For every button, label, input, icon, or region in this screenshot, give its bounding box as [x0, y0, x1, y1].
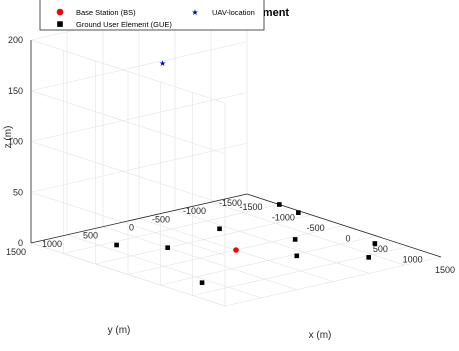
- y-tick-label: 1000: [42, 239, 62, 249]
- data-marks: ★: [114, 59, 378, 285]
- gue-marker: [366, 255, 371, 260]
- z-tick-label: 100: [8, 137, 23, 147]
- legend-label-gue: Ground User Element (GUE): [76, 20, 172, 29]
- x-tick-label: 1500: [435, 265, 455, 275]
- gue-marker: [165, 245, 170, 250]
- floor-grid-line-y: [210, 201, 406, 266]
- gue-marker: [199, 280, 205, 285]
- floor-grid-line-y: [102, 226, 298, 290]
- z-tick-label: 150: [8, 86, 23, 96]
- y-tick-label: -1000: [183, 206, 206, 216]
- legend: Base Station (BS) Ground User Element (G…: [39, 0, 265, 31]
- gue-marker: [114, 242, 119, 248]
- grid-lines: [30, 0, 442, 307]
- uav-marker: ★: [159, 59, 166, 68]
- right-wall-grid-horizontal: [30, 242, 226, 307]
- floor-grid-line-y: [66, 234, 262, 299]
- z-tick-label: 0: [18, 238, 23, 248]
- y-tick-label: -1500: [219, 198, 242, 208]
- gue-marker: [277, 202, 282, 207]
- x-tick-label: -1500: [239, 202, 262, 212]
- floor-grid-line-y: [174, 210, 370, 274]
- left-wall-grid-horizontal: [30, 41, 248, 92]
- y-tick-label: 1500: [6, 247, 26, 257]
- z-tick-label: 200: [8, 35, 23, 45]
- y-tick-label: -500: [152, 214, 170, 224]
- y-axis-line: [30, 193, 248, 244]
- right-wall-grid-horizontal: [30, 141, 226, 205]
- y-axis-label: y (m): [108, 325, 131, 336]
- right-wall-grid-horizontal: [30, 39, 226, 104]
- right-wall-grid-horizontal: [30, 90, 226, 155]
- gue-marker: [292, 237, 298, 242]
- x-tick-label: 0: [345, 234, 350, 244]
- x-tick-label: 1000: [403, 255, 423, 265]
- legend-label-bs: Base Station (BS): [76, 8, 136, 17]
- x-axis-line: [246, 193, 442, 258]
- gue-marker: [296, 210, 301, 215]
- legend-box: [39, 0, 265, 31]
- right-wall-grid-horizontal: [30, 191, 226, 256]
- legend-label-uav: UAV-location: [212, 8, 255, 17]
- x-tick-label: 500: [373, 244, 388, 254]
- z-axis-label: z (m): [3, 126, 14, 149]
- x-tick-label: -1000: [272, 213, 295, 223]
- x-axis-label: x (m): [309, 330, 332, 341]
- y-tick-label: 0: [129, 223, 134, 233]
- axes-lines: [30, 40, 442, 258]
- y-tick-label: 500: [83, 231, 98, 241]
- z-tick-label: 50: [13, 187, 23, 197]
- left-wall-grid-horizontal: [30, 142, 248, 193]
- tick-labels: -1500-1000-500050010001500-1500-1000-500…: [6, 35, 455, 275]
- gue-marker: [372, 241, 378, 246]
- gue-marker: [217, 226, 222, 232]
- left-wall-grid-horizontal: [30, 92, 248, 142]
- legend-marker-gue: [57, 21, 63, 27]
- legend-marker-uav: ★: [191, 8, 198, 17]
- x-tick-label: -500: [307, 223, 325, 233]
- legend-marker-bs: [56, 8, 64, 16]
- bs-marker: [233, 247, 239, 253]
- gue-marker: [294, 253, 300, 259]
